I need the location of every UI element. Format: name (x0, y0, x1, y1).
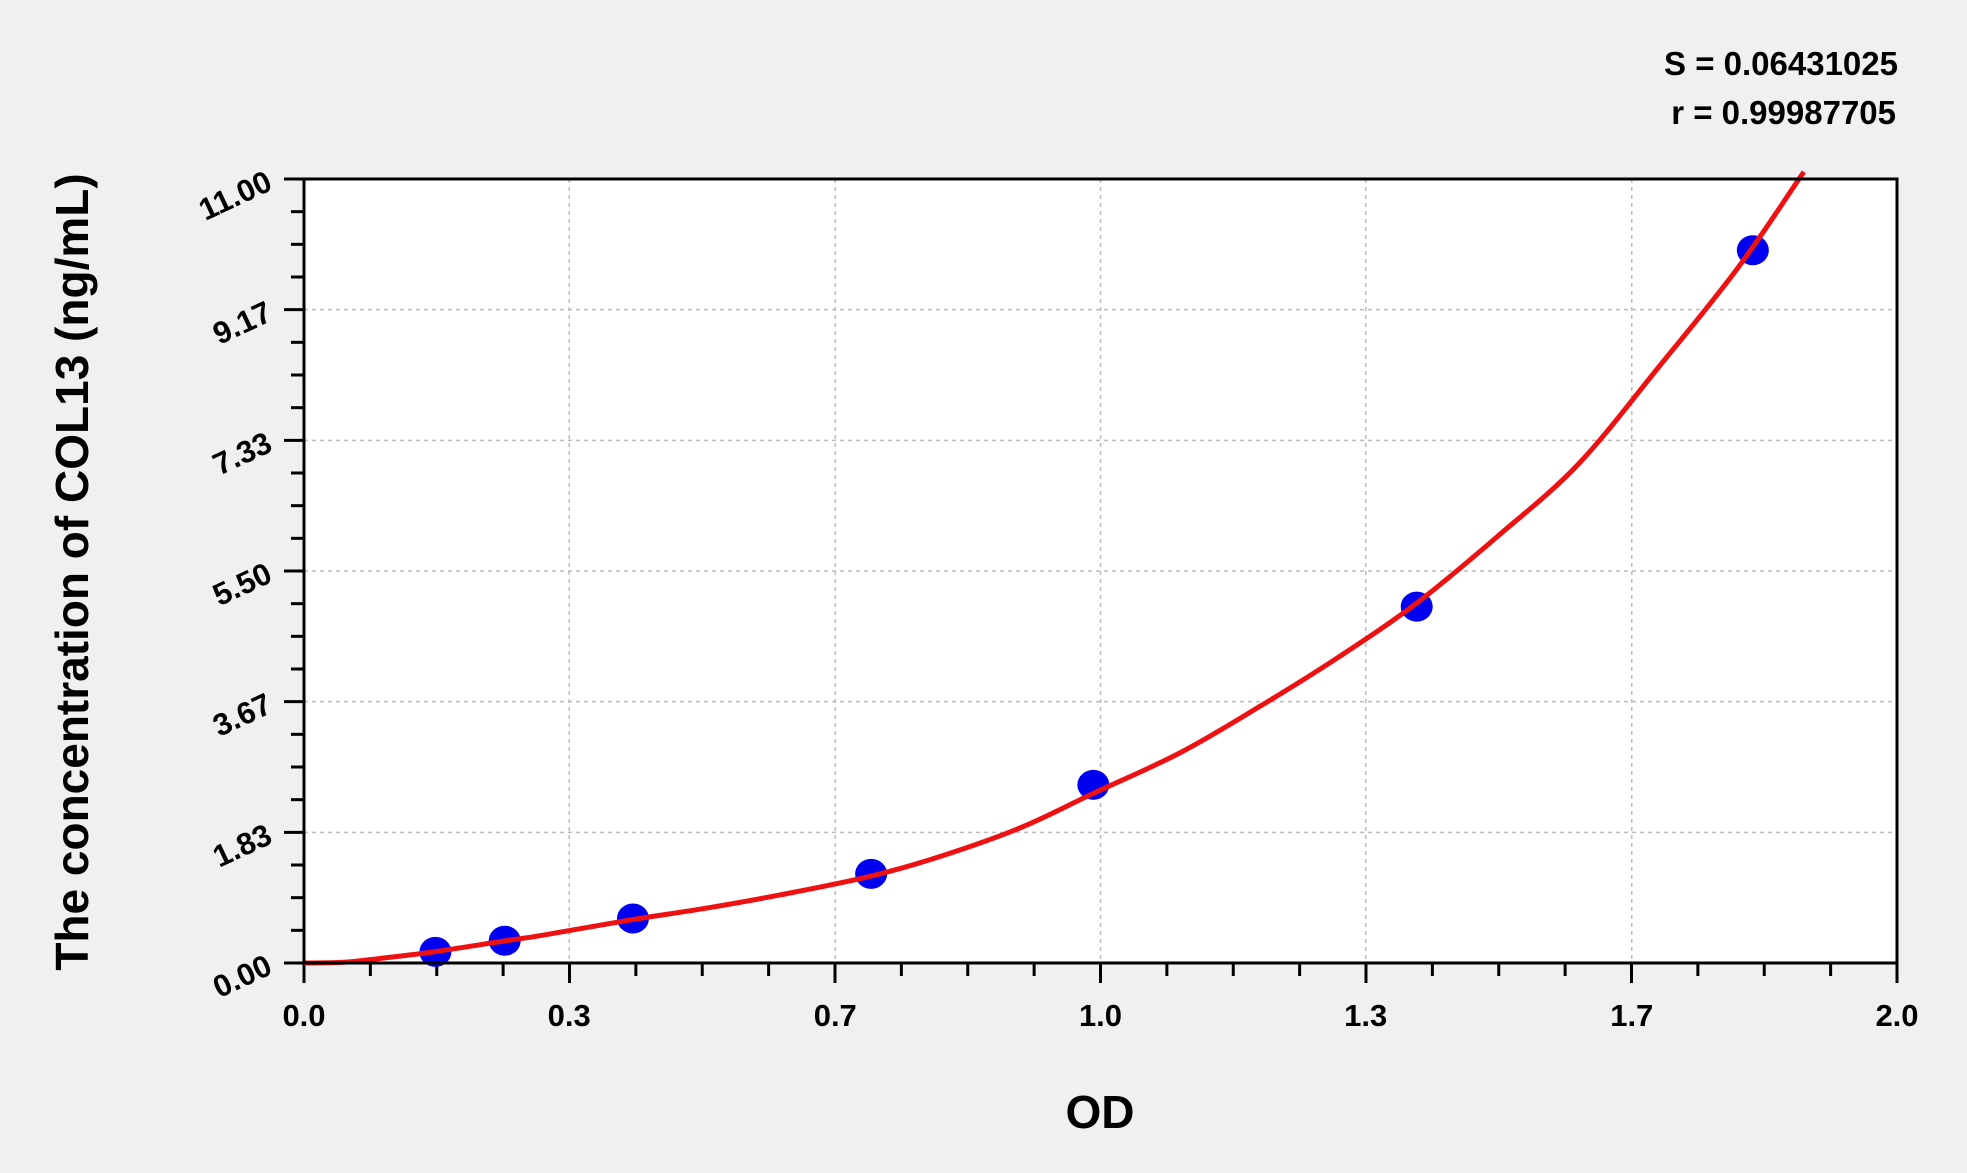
y-axis-title: The concentration of COL13 (ng/mL) (46, 173, 98, 970)
stat-r: r = 0.99987705 (1671, 94, 1896, 131)
stat-s: S = 0.06431025 (1664, 45, 1898, 82)
y-tick-label: 0.00 (207, 948, 276, 1005)
x-axis-title: OD (1066, 1086, 1135, 1138)
y-tick-label: 3.67 (207, 686, 276, 743)
x-tick-labels: 0.0 0.3 0.7 1.0 1.3 1.7 2.0 (282, 998, 1918, 1033)
y-tick-label: 7.33 (207, 425, 276, 482)
x-tick-label: 2.0 (1875, 998, 1918, 1033)
plot-frame (302, 177, 1899, 965)
grid (304, 179, 1897, 963)
x-tick-label: 1.3 (1344, 998, 1387, 1033)
ticks (284, 177, 1899, 983)
x-tick-label: 0.0 (282, 998, 325, 1033)
fit-curve (303, 170, 1806, 966)
y-tick-label: 11.00 (193, 164, 277, 228)
y-tick-label: 1.83 (207, 817, 276, 874)
x-tick-label: 0.3 (548, 998, 591, 1033)
fit-curve-line (303, 170, 1806, 966)
y-tick-label: 5.50 (207, 556, 276, 613)
x-tick-label: 1.0 (1079, 998, 1122, 1033)
x-tick-label: 0.7 (814, 998, 857, 1033)
y-tick-label: 9.17 (207, 294, 276, 351)
y-tick-labels: 0.00 1.83 3.67 5.50 7.33 9.17 11.00 (193, 164, 277, 1005)
x-tick-label: 1.7 (1610, 998, 1653, 1033)
